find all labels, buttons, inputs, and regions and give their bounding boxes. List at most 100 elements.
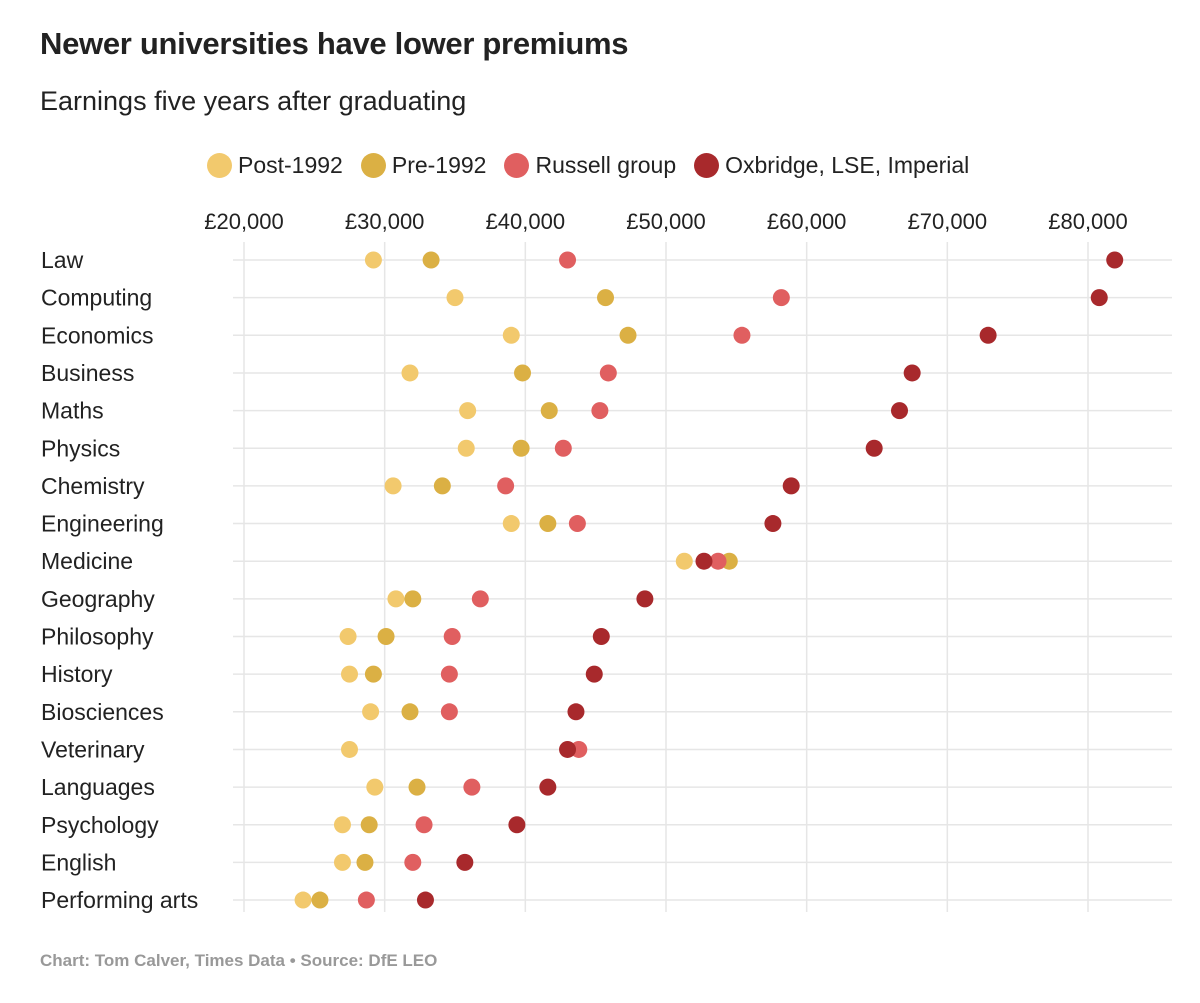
point-post-1992-engineering xyxy=(502,515,520,533)
point-russell-group-languages xyxy=(463,778,481,796)
category-label-psychology: Psychology xyxy=(41,812,159,838)
point-pre-1992-computing xyxy=(597,289,615,307)
point-oxbridge-lse-imperial-medicine xyxy=(695,552,713,570)
point-post-1992-physics xyxy=(457,439,475,457)
category-label-veterinary: Veterinary xyxy=(41,736,145,762)
point-russell-group-english xyxy=(404,853,422,871)
point-post-1992-medicine xyxy=(675,552,693,570)
point-russell-group-maths xyxy=(591,402,609,420)
x-tick-label-30000: £30,000 xyxy=(345,209,425,234)
category-label-economics: Economics xyxy=(41,322,153,348)
point-oxbridge-lse-imperial-computing xyxy=(1090,289,1108,307)
point-post-1992-performing-arts xyxy=(294,891,312,909)
point-pre-1992-physics xyxy=(512,439,530,457)
x-tick-label-70000: £70,000 xyxy=(908,209,988,234)
point-post-1992-economics xyxy=(502,326,520,344)
point-oxbridge-lse-imperial-law xyxy=(1106,251,1124,269)
chart-title: Newer universities have lower premiums xyxy=(40,26,629,61)
point-russell-group-chemistry xyxy=(497,477,515,495)
point-pre-1992-engineering xyxy=(539,515,557,533)
category-label-performing-arts: Performing arts xyxy=(41,887,198,913)
x-axis-ticks: £20,000 £30,000 £40,000 £50,000 £60,000 £70,0… xyxy=(204,209,1128,234)
legend: Post-1992 Pre-1992 Russell group Oxbridg… xyxy=(207,152,987,179)
legend-swatch-post-1992 xyxy=(207,153,232,178)
point-post-1992-english xyxy=(333,853,351,871)
x-tick-label-50000: £50,000 xyxy=(626,209,706,234)
category-label-engineering: Engineering xyxy=(41,511,164,537)
point-post-1992-chemistry xyxy=(384,477,402,495)
point-russell-group-psychology xyxy=(415,816,433,834)
x-tick-label-60000: £60,000 xyxy=(767,209,847,234)
point-oxbridge-lse-imperial-maths xyxy=(891,402,909,420)
legend-swatch-russell-group xyxy=(504,153,530,178)
point-oxbridge-lse-imperial-languages xyxy=(539,778,557,796)
point-oxbridge-lse-imperial-psychology xyxy=(508,816,526,834)
category-label-law: Law xyxy=(41,247,84,273)
point-oxbridge-lse-imperial-economics xyxy=(979,326,997,344)
x-tick-label-80000: £80,000 xyxy=(1048,209,1128,234)
legend-item-post-1992: Post-1992 xyxy=(207,152,343,179)
point-russell-group-history xyxy=(440,665,458,683)
point-oxbridge-lse-imperial-history xyxy=(585,665,603,683)
point-pre-1992-law xyxy=(422,251,440,269)
point-oxbridge-lse-imperial-biosciences xyxy=(567,703,585,721)
point-post-1992-maths xyxy=(459,402,477,420)
legend-item-pre-1992: Pre-1992 xyxy=(360,152,487,179)
category-label-geography: Geography xyxy=(41,586,155,612)
category-label-languages: Languages xyxy=(41,774,155,800)
point-russell-group-philosophy xyxy=(443,628,461,645)
point-post-1992-psychology xyxy=(333,816,351,834)
point-post-1992-biosciences xyxy=(362,703,380,721)
category-label-chemistry: Chemistry xyxy=(41,473,145,499)
legend-label-pre-1992: Pre-1992 xyxy=(391,152,487,178)
x-tick-label-20000: £20,000 xyxy=(204,209,284,234)
point-pre-1992-maths xyxy=(540,402,558,420)
point-russell-group-performing-arts xyxy=(357,891,375,909)
point-russell-group-business xyxy=(599,364,617,382)
chart-source-note: Chart: Tom Calver, Times Data • Source: … xyxy=(40,951,438,970)
point-post-1992-geography xyxy=(387,590,405,608)
category-label-philosophy: Philosophy xyxy=(41,624,154,650)
data-points xyxy=(294,251,1124,909)
point-pre-1992-history xyxy=(364,665,382,683)
point-pre-1992-english xyxy=(356,853,374,871)
point-oxbridge-lse-imperial-business xyxy=(903,364,921,382)
point-russell-group-biosciences xyxy=(440,703,458,721)
legend-swatch-oxbridge xyxy=(694,153,720,178)
point-russell-group-geography xyxy=(471,590,489,608)
point-oxbridge-lse-imperial-physics xyxy=(865,439,883,457)
point-russell-group-economics xyxy=(733,326,751,344)
legend-label-post-1992: Post-1992 xyxy=(238,152,343,178)
point-oxbridge-lse-imperial-veterinary xyxy=(559,740,577,758)
point-pre-1992-geography xyxy=(404,590,422,608)
point-pre-1992-performing-arts xyxy=(311,891,329,909)
category-label-english: English xyxy=(41,849,116,875)
point-russell-group-computing xyxy=(772,289,790,307)
category-label-physics: Physics xyxy=(41,435,120,461)
point-pre-1992-economics xyxy=(619,326,637,344)
point-russell-group-physics xyxy=(554,439,572,457)
point-pre-1992-business xyxy=(514,364,532,382)
point-oxbridge-lse-imperial-philosophy xyxy=(592,628,610,645)
point-post-1992-philosophy xyxy=(339,628,357,645)
point-russell-group-medicine xyxy=(709,552,727,570)
x-tick-label-40000: £40,000 xyxy=(486,209,566,234)
point-oxbridge-lse-imperial-english xyxy=(456,853,474,871)
chart-subtitle: Earnings five years after graduating xyxy=(40,86,467,116)
point-russell-group-engineering xyxy=(568,515,586,533)
point-pre-1992-chemistry xyxy=(433,477,451,495)
point-oxbridge-lse-imperial-performing-arts xyxy=(416,891,434,909)
point-pre-1992-languages xyxy=(408,778,426,796)
point-post-1992-computing xyxy=(446,289,464,307)
point-post-1992-languages xyxy=(366,778,384,796)
point-russell-group-law xyxy=(559,251,577,269)
point-oxbridge-lse-imperial-geography xyxy=(636,590,654,608)
category-label-computing: Computing xyxy=(41,285,152,311)
point-post-1992-business xyxy=(401,364,419,382)
point-oxbridge-lse-imperial-chemistry xyxy=(782,477,800,495)
category-label-maths: Maths xyxy=(41,398,104,424)
point-oxbridge-lse-imperial-engineering xyxy=(764,515,782,533)
point-pre-1992-biosciences xyxy=(401,703,419,721)
point-post-1992-law xyxy=(364,251,382,269)
category-label-medicine: Medicine xyxy=(41,548,133,574)
